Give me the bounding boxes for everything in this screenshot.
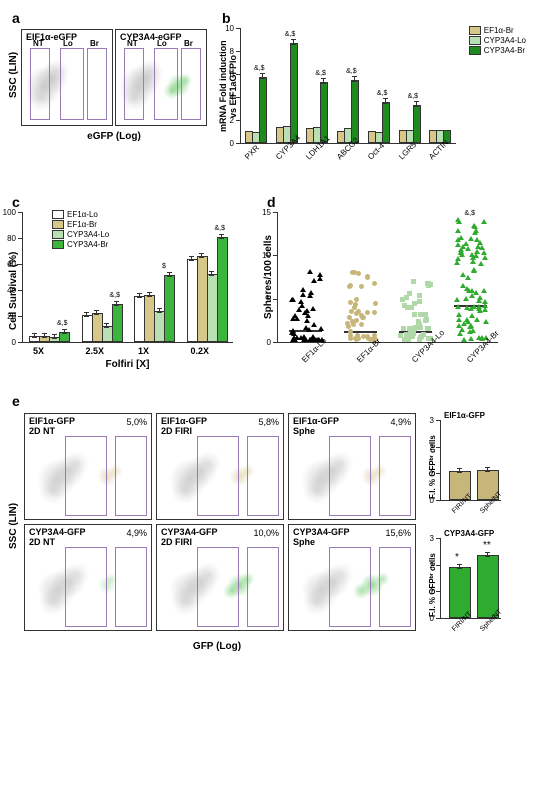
scatter-plot: CYP3A4-GFP2D FIRI10,0% [156,524,284,631]
bar [259,77,267,143]
panel-e-yaxis: SSC (LIN) [8,411,22,641]
scatter-eif1a: EIF1α-eGFP NT Lo Br [21,29,113,126]
panel-e-label: e [12,393,542,409]
panel-b-yaxis: mRNA Fold induction vs EIF1aGFPlo [218,28,240,144]
panel-d-yaxis: Spheres/100 cells [263,212,277,343]
bar [290,43,298,143]
scatter-plot: CYP3A4-GFP2D NT4,9% [24,524,152,631]
legend-c: EF1α-Lo EF1α-Br CYP3A4-Lo CYP3A4-Br [52,210,109,250]
scatter-plot: CYP3A4-GFPSphe15,6% [288,524,416,631]
scatter-plot: EIF1α-GFPSphe4,9% [288,413,416,520]
scatter-cyp3a4: CYP3A4-eGFP NT Lo Br [115,29,207,126]
right-bars-bot: 0123*FIRI/NT**Sphe/NT [440,538,501,619]
panel-d-label: d [267,194,533,210]
right-bars-top: 0123FIRI/NTSphe/NT [440,420,501,501]
scatter-plot: EIF1α-GFP2D NT5,0% [24,413,152,520]
rb-top-title: EIF1α-GFP [444,411,501,420]
scatter-plot: EIF1α-GFP2D FIRI5,8% [156,413,284,520]
panel-a-xaxis: eGFP (Log) [20,131,208,142]
bar [351,80,359,143]
bar [413,105,421,143]
legend-b: EF1α-Br CYP3A4-Lo CYP3A4-Br [469,26,526,56]
panel-b-label: b [222,10,538,26]
panel-c-xaxis: Folfiri [X] [22,359,233,370]
panel-c-label: c [12,194,263,210]
chart-b: 0246810&,$PXR&,$CYP3A4&,$LDH1A1&,$ABCG2&… [240,28,456,144]
rb-bot-title: CYP3A4-GFP [444,529,501,538]
bar [382,102,390,143]
panel-e-xaxis: GFP (Log) [22,641,412,652]
chart-d: 051015EF1α-LoEF1α-BrCYP3A4-LoCYP3A4-Br&,… [277,212,498,343]
panel-a-yaxis: SSC (LIN) [8,28,20,142]
panel-a-label: a [12,10,218,26]
